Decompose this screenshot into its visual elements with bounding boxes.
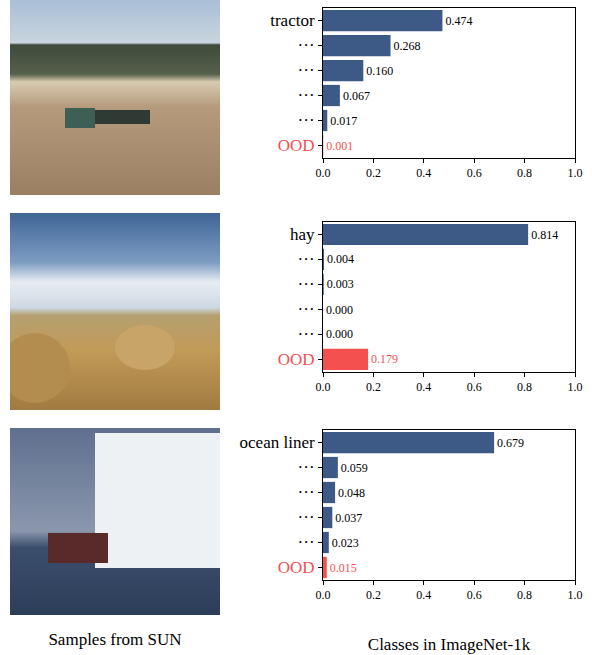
svg-text:0.037: 0.037 — [335, 511, 362, 525]
svg-text:0.001: 0.001 — [326, 139, 353, 153]
svg-text:···: ··· — [298, 111, 315, 130]
svg-text:0.679: 0.679 — [497, 436, 524, 450]
svg-text:···: ··· — [298, 300, 315, 319]
svg-text:ocean liner: ocean liner — [240, 433, 315, 452]
svg-text:0.4: 0.4 — [416, 588, 431, 602]
svg-text:···: ··· — [298, 508, 315, 527]
svg-text:hay: hay — [290, 225, 315, 244]
svg-text:···: ··· — [298, 275, 315, 294]
svg-text:0.059: 0.059 — [341, 461, 368, 475]
svg-text:0.2: 0.2 — [366, 166, 381, 180]
svg-text:0.017: 0.017 — [330, 114, 357, 128]
svg-text:0.6: 0.6 — [467, 588, 482, 602]
svg-text:0.2: 0.2 — [366, 380, 381, 394]
svg-text:···: ··· — [298, 250, 315, 269]
svg-text:0.2: 0.2 — [366, 588, 381, 602]
svg-text:0.814: 0.814 — [531, 228, 558, 242]
svg-text:0.160: 0.160 — [366, 64, 393, 78]
svg-text:0.4: 0.4 — [416, 166, 431, 180]
svg-text:···: ··· — [298, 325, 315, 344]
svg-text:0.8: 0.8 — [517, 166, 532, 180]
svg-text:0.268: 0.268 — [394, 39, 421, 53]
svg-text:0.000: 0.000 — [326, 303, 353, 317]
svg-text:1.0: 1.0 — [568, 166, 583, 180]
svg-text:Classes in ImageNet-1k: Classes in ImageNet-1k — [368, 635, 531, 654]
svg-text:···: ··· — [298, 483, 315, 502]
svg-text:0.0: 0.0 — [316, 380, 331, 394]
svg-text:0.004: 0.004 — [327, 252, 354, 266]
svg-text:0.8: 0.8 — [517, 380, 532, 394]
svg-text:0.6: 0.6 — [467, 166, 482, 180]
svg-text:···: ··· — [298, 86, 315, 105]
svg-text:0.179: 0.179 — [371, 352, 398, 366]
svg-text:0.067: 0.067 — [343, 89, 370, 103]
svg-text:tractor: tractor — [270, 11, 315, 30]
html-text:Samples from SUN: Samples from SUN — [48, 630, 182, 649]
svg-text:0.8: 0.8 — [517, 588, 532, 602]
svg-text:0.015: 0.015 — [330, 561, 357, 575]
svg-text:1.0: 1.0 — [568, 380, 583, 394]
svg-text:OOD: OOD — [278, 136, 315, 155]
svg-text:0.048: 0.048 — [338, 486, 365, 500]
svg-text:0.6: 0.6 — [467, 380, 482, 394]
svg-text:OOD: OOD — [278, 350, 315, 369]
svg-text:1.0: 1.0 — [568, 588, 583, 602]
svg-text:0.003: 0.003 — [327, 277, 354, 291]
svg-text:0.0: 0.0 — [316, 588, 331, 602]
svg-text:0.474: 0.474 — [445, 14, 472, 28]
svg-text:···: ··· — [298, 36, 315, 55]
svg-text:···: ··· — [298, 61, 315, 80]
svg-text:OOD: OOD — [278, 558, 315, 577]
svg-text:0.0: 0.0 — [316, 166, 331, 180]
svg-text:0.000: 0.000 — [326, 327, 353, 341]
svg-text:0.023: 0.023 — [332, 536, 359, 550]
svg-text:···: ··· — [298, 533, 315, 552]
svg-text:0.4: 0.4 — [416, 380, 431, 394]
svg-text:···: ··· — [298, 458, 315, 477]
